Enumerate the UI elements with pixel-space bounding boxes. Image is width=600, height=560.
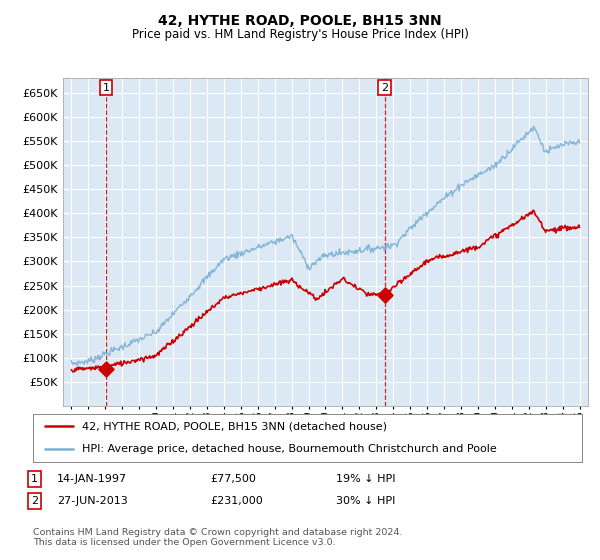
Text: 1: 1 xyxy=(31,474,38,484)
Text: 2: 2 xyxy=(31,496,38,506)
Text: 19% ↓ HPI: 19% ↓ HPI xyxy=(336,474,395,484)
Text: 2: 2 xyxy=(381,82,388,92)
Text: 1: 1 xyxy=(103,82,110,92)
Text: 42, HYTHE ROAD, POOLE, BH15 3NN (detached house): 42, HYTHE ROAD, POOLE, BH15 3NN (detache… xyxy=(82,421,388,431)
Text: Price paid vs. HM Land Registry's House Price Index (HPI): Price paid vs. HM Land Registry's House … xyxy=(131,28,469,41)
Text: HPI: Average price, detached house, Bournemouth Christchurch and Poole: HPI: Average price, detached house, Bour… xyxy=(82,444,497,454)
Text: 27-JUN-2013: 27-JUN-2013 xyxy=(57,496,128,506)
Text: 30% ↓ HPI: 30% ↓ HPI xyxy=(336,496,395,506)
Text: £77,500: £77,500 xyxy=(210,474,256,484)
Text: £231,000: £231,000 xyxy=(210,496,263,506)
Text: Contains HM Land Registry data © Crown copyright and database right 2024.
This d: Contains HM Land Registry data © Crown c… xyxy=(33,528,403,547)
Text: 14-JAN-1997: 14-JAN-1997 xyxy=(57,474,127,484)
Point xyxy=(380,290,389,299)
Text: 42, HYTHE ROAD, POOLE, BH15 3NN: 42, HYTHE ROAD, POOLE, BH15 3NN xyxy=(158,14,442,28)
Point xyxy=(101,364,111,373)
